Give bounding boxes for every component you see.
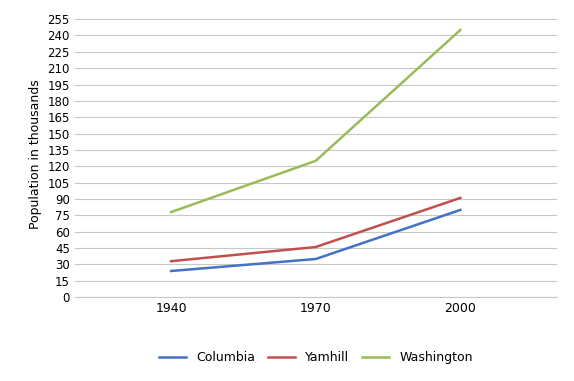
Line: Yamhill: Yamhill [171, 198, 460, 261]
Washington [168, 210, 174, 215]
Washington [312, 158, 319, 163]
Y-axis label: Population in thousands: Population in thousands [29, 79, 42, 229]
Line: Columbia: Columbia [171, 210, 460, 271]
Columbia [312, 257, 319, 261]
Yamhill [312, 245, 319, 249]
Columbia [168, 269, 174, 273]
Columbia [457, 208, 464, 212]
Line: Washington: Washington [171, 30, 460, 212]
Yamhill [457, 196, 464, 200]
Washington [457, 28, 464, 32]
Yamhill [168, 259, 174, 264]
Legend: Columbia, Yamhill, Washington: Columbia, Yamhill, Washington [154, 346, 478, 369]
